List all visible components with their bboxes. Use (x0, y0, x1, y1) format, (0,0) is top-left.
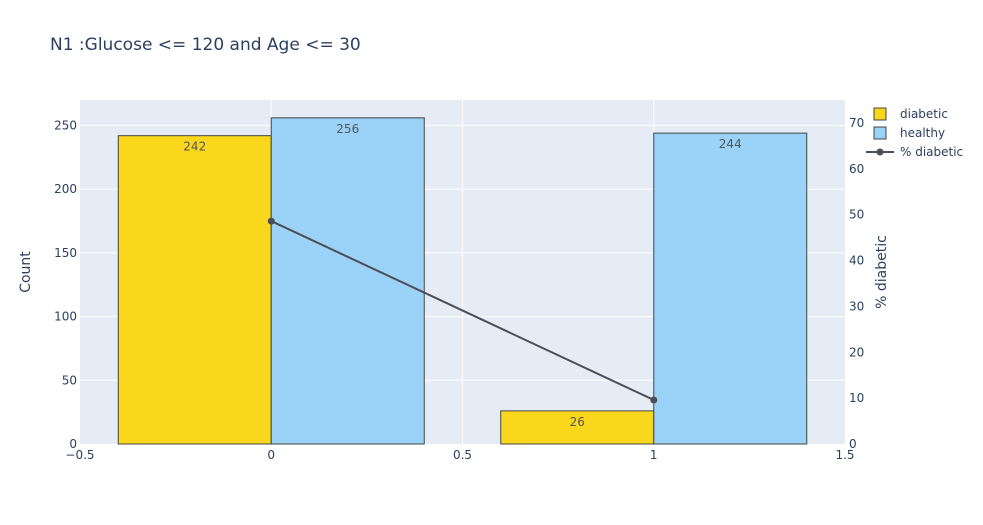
chart-title: N1 :Glucose <= 120 and Age <= 30 (50, 35, 361, 55)
y2-tick-label: 50 (849, 208, 864, 222)
y2-tick-label: 10 (849, 391, 864, 405)
x-tick-label: −0.5 (65, 448, 94, 462)
line-point (650, 396, 658, 404)
bar-value-label: 256 (336, 122, 359, 136)
y2-tick-label: 20 (849, 345, 864, 359)
legend-label: healthy (900, 126, 945, 140)
y-tick-label: 100 (54, 310, 77, 324)
bar-diabetic (500, 410, 655, 445)
legend-label: % diabetic (900, 145, 963, 159)
x-tick-label: 0 (267, 448, 275, 462)
y-tick-label: 250 (54, 118, 77, 132)
y-tick-label: 50 (62, 373, 77, 387)
bar-value-label: 26 (570, 415, 585, 429)
bar-healthy (653, 132, 808, 445)
bar-value-label: 244 (719, 137, 742, 151)
y2-tick-label: 30 (849, 299, 864, 313)
y2-tick-label: 40 (849, 254, 864, 268)
x-ticks: −0.5 0 0.5 1 1.5 (65, 448, 854, 462)
y-tick-label: 150 (54, 246, 77, 260)
bar-healthy (270, 117, 425, 445)
y2-tick-label: 60 (849, 162, 864, 176)
bar-labels: 242 26 256 244 (183, 122, 741, 429)
line-point (267, 217, 275, 225)
pct-diabetic-line (267, 217, 658, 404)
legend-swatch (873, 126, 887, 140)
x-tick-label: 1 (650, 448, 658, 462)
y2-tick-label: 70 (849, 116, 864, 130)
x-tick-label: 0.5 (453, 448, 472, 462)
legend-marker (876, 148, 884, 156)
legend-label: diabetic (900, 107, 948, 121)
y2-axis-title: % diabetic (874, 235, 890, 309)
bars (117, 117, 808, 445)
bar-diabetic (117, 135, 272, 445)
y-ticks: 0 50 100 150 200 250 (54, 118, 77, 451)
line-pct-diabetic (270, 220, 655, 401)
y2-ticks: 0 10 20 30 40 50 60 70 (849, 116, 864, 451)
y-axis-title: Count (18, 251, 34, 293)
y2-tick-label: 0 (849, 437, 857, 451)
legend-swatch (873, 107, 887, 121)
bar-value-label: 242 (183, 140, 206, 154)
y-tick-label: 0 (69, 437, 77, 451)
x-tick-label: 1.5 (835, 448, 854, 462)
y-tick-label: 200 (54, 182, 77, 196)
legend: diabetic healthy % diabetic (866, 107, 963, 159)
